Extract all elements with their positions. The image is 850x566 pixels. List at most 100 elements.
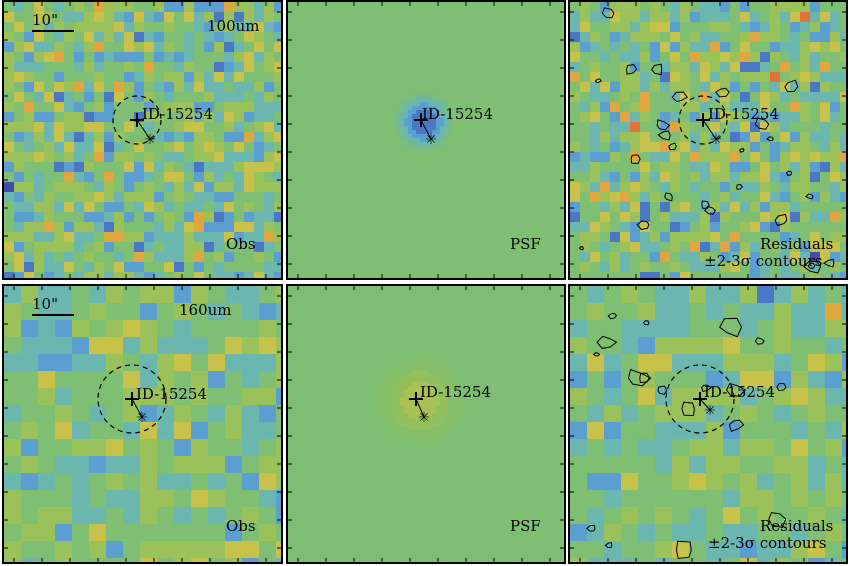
source-markers: ✳ [665,364,735,434]
offset-line [420,119,432,140]
offset-line [699,398,711,411]
aperture-circle [112,95,162,145]
contour [592,352,601,357]
residual-label-100um: Residuals [760,235,834,253]
contour [766,136,774,142]
contour [807,262,816,269]
source-markers: ✳ [97,364,167,434]
contour [768,512,787,529]
contour [681,401,695,417]
psf-pixels [376,358,464,442]
axis-ticks [288,286,564,562]
contour [675,540,692,560]
residual-panel-100um: ✳ ID-15254 Residuals ±2-3σ contours [568,0,848,280]
contour [579,246,584,251]
axis-ticks [288,2,564,278]
offset-line [136,119,151,140]
prior-star: ✳ [144,132,156,148]
scale-bar-100um [32,30,74,32]
band-label-160um: 160um [179,301,232,319]
obs-label-100um: Obs [226,235,256,253]
obs-panel-100um: ✳ 10" 100um ID-15254 Obs [2,0,283,280]
psf-label-160um: PSF [510,517,541,535]
contour [656,119,671,131]
scale-text-160um: 10" [32,295,58,313]
aperture-circle [678,95,728,145]
contour [636,220,650,231]
pixel-grid [4,286,281,562]
contour [719,317,743,338]
contour [701,200,710,209]
contour [642,320,650,326]
residual-map-100um: ✳ [570,2,846,278]
aperture-circle [665,364,735,434]
source-label-psf-160um: ID-15254 [420,383,492,401]
source-label-res-160um: ID-15254 [704,383,776,401]
contour [715,87,730,98]
contour [668,142,677,151]
source-markers: ✳ [112,95,162,148]
obs-map-160um: ✳ [4,286,281,562]
axis-ticks [570,286,846,562]
contour [586,524,596,532]
residual-contours [586,312,787,560]
contour [607,312,618,320]
contour [626,64,638,75]
psf-pixels [396,94,452,150]
psf-panel-160um: ✳ ID-15254 PSF [286,284,566,564]
residual-contours [579,7,835,274]
contour [630,154,641,164]
contour [657,130,671,141]
pixel-grid [4,2,281,278]
contour [601,7,615,19]
contour [594,78,602,84]
residual-map-160um: ✳ [570,286,846,562]
prior-star: ✳ [704,403,716,419]
contour-label-160um: ±2-3σ contours [708,534,827,552]
contour [596,335,618,349]
contour-label-100um: ±2-3σ contours [704,252,823,270]
obs-label-160um: Obs [226,517,256,535]
psf-panel-100um: ✳ ID-15254 PSF [286,0,566,280]
prior-star: ✳ [418,410,430,426]
contour [774,213,788,227]
psf-label-100um: PSF [510,235,541,253]
contour [739,148,745,153]
obs-panel-160um: ✳ 10" 160um ID-15254 Obs [2,284,283,564]
contour [651,63,663,76]
residual-label-160um: Residuals [760,517,834,535]
contour [728,419,745,433]
offset-line [702,119,717,140]
prior-star: ✳ [710,132,722,148]
prior-star: ✳ [425,132,437,148]
contour [805,193,814,200]
source-label-obs-100um: ID-15254 [142,105,214,123]
pixel-grid [570,2,846,278]
aperture-circle [97,364,167,434]
contour [657,385,668,395]
contour [627,368,652,387]
obs-map-100um: ✳ [4,2,281,278]
scale-bar-160um [32,314,74,316]
source-label-psf-100um: ID-15254 [422,105,494,123]
pixel-grid [570,286,846,562]
source-markers: ✳ [678,95,728,148]
source-label-obs-160um: ID-15254 [136,385,208,403]
residual-panel-160um: ✳ ID-15254 Residuals ±2-3σ contours [568,284,848,564]
contour [754,117,770,130]
offset-line [131,398,143,418]
contour [671,91,688,103]
contour [701,384,712,392]
prior-star: ✳ [136,410,148,426]
contour [604,542,613,549]
contour [785,170,793,176]
offset-line [415,398,425,418]
contour [736,183,744,190]
source-markers: ✳ [409,392,430,426]
scale-text-100um: 10" [32,11,58,29]
contour [754,337,765,345]
source-markers: ✳ [414,113,437,148]
band-label-100um: 100um [207,17,260,35]
contour [726,382,747,397]
contour [664,192,673,202]
